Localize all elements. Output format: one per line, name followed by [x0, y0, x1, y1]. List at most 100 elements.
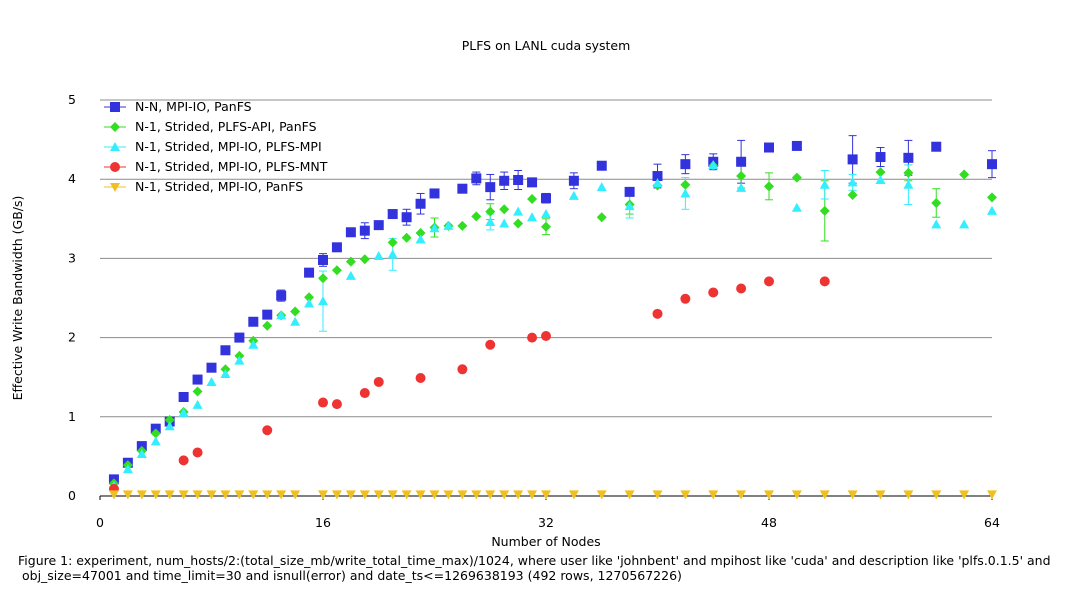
data-point — [847, 490, 858, 500]
data-point — [527, 177, 538, 188]
data-point — [764, 142, 774, 153]
data-point — [290, 316, 301, 326]
data-point — [373, 376, 384, 387]
data-point — [331, 399, 342, 410]
data-point — [541, 209, 551, 219]
data-point — [819, 205, 830, 216]
legend-label: N-1, Strided, PLFS-API, PanFS — [135, 119, 317, 134]
data-point — [373, 251, 384, 261]
data-point — [708, 287, 719, 298]
data-point — [499, 204, 510, 215]
x-axis-label: Number of Nodes — [491, 534, 600, 549]
data-point — [471, 211, 482, 222]
data-point — [178, 392, 189, 402]
data-point — [819, 179, 830, 189]
data-point — [304, 298, 315, 308]
data-point — [541, 331, 551, 342]
data-point — [108, 490, 119, 500]
legend-label: N-1, Strided, MPI-IO, PanFS — [135, 179, 303, 194]
data-point — [624, 490, 635, 500]
data-point — [415, 234, 426, 244]
x-tick-label: 32 — [538, 515, 554, 530]
data-point — [624, 186, 635, 197]
data-point — [736, 490, 747, 500]
data-point — [819, 490, 830, 500]
data-point — [527, 490, 538, 500]
data-point — [234, 332, 245, 343]
legend-label: N-1, Strided, MPI-IO, PLFS-MNT — [135, 159, 328, 174]
data-point — [903, 179, 914, 189]
data-point — [401, 232, 412, 243]
data-point — [875, 167, 886, 178]
chart: PLFS on LANL cuda system 0 1 2 3 4 5 0 16 32 48 64… — [10, 38, 1000, 549]
data-point — [415, 490, 426, 500]
data-point — [457, 364, 468, 375]
data-point — [248, 490, 259, 500]
data-point — [318, 296, 328, 306]
figure-caption: Figure 1: experiment, num_hosts/2:(total… — [18, 553, 1051, 583]
data-point — [736, 156, 747, 167]
data-point — [485, 339, 496, 350]
data-point — [345, 270, 356, 280]
data-point — [485, 206, 496, 217]
data-point — [136, 490, 147, 500]
data-point — [290, 490, 301, 500]
data-point — [931, 141, 942, 152]
y-tick-label: 5 — [68, 92, 76, 107]
data-point — [359, 388, 370, 399]
data-point — [903, 490, 914, 500]
data-point — [331, 242, 342, 253]
data-point — [122, 464, 133, 474]
data-point — [178, 455, 189, 466]
x-tick-label: 48 — [761, 515, 777, 530]
data-point — [527, 194, 538, 204]
data-point — [262, 320, 273, 331]
y-tick-label: 4 — [68, 171, 76, 186]
data-point — [318, 254, 328, 265]
data-point — [987, 490, 997, 500]
data-point — [791, 490, 802, 500]
data-point — [401, 490, 412, 500]
data-point — [875, 174, 886, 184]
data-point — [485, 182, 496, 193]
data-point — [192, 386, 203, 397]
data-point — [192, 374, 203, 385]
data-point — [513, 206, 524, 216]
data-point — [234, 355, 245, 365]
data-point — [987, 205, 997, 215]
data-point — [276, 310, 287, 320]
data-point — [248, 316, 259, 327]
data-point — [457, 490, 468, 500]
data-point — [764, 490, 774, 500]
data-point — [819, 276, 830, 287]
data-point — [290, 306, 301, 317]
data-point — [164, 421, 175, 431]
legend-label: N-1, Strided, MPI-IO, PLFS-MPI — [135, 139, 322, 154]
data-point — [903, 167, 914, 178]
legend-marker — [110, 122, 120, 132]
data-point — [359, 254, 370, 265]
data-point — [680, 293, 691, 304]
data-point — [359, 225, 370, 236]
data-point — [318, 397, 328, 408]
data-point — [513, 490, 524, 500]
data-point — [304, 267, 315, 278]
data-point — [847, 190, 858, 201]
data-point — [331, 490, 342, 500]
data-point — [875, 152, 886, 163]
data-point — [220, 369, 231, 379]
data-point — [596, 160, 607, 171]
data-point — [429, 490, 440, 500]
data-point — [708, 490, 719, 500]
data-point — [680, 490, 691, 500]
data-point — [150, 436, 161, 446]
data-point — [959, 490, 970, 500]
data-point — [387, 237, 398, 248]
data-point — [568, 175, 579, 186]
data-point — [220, 490, 231, 500]
data-point — [457, 220, 468, 231]
data-point — [791, 172, 802, 183]
data-point — [471, 490, 482, 500]
data-point — [136, 449, 147, 459]
data-point — [345, 490, 356, 500]
